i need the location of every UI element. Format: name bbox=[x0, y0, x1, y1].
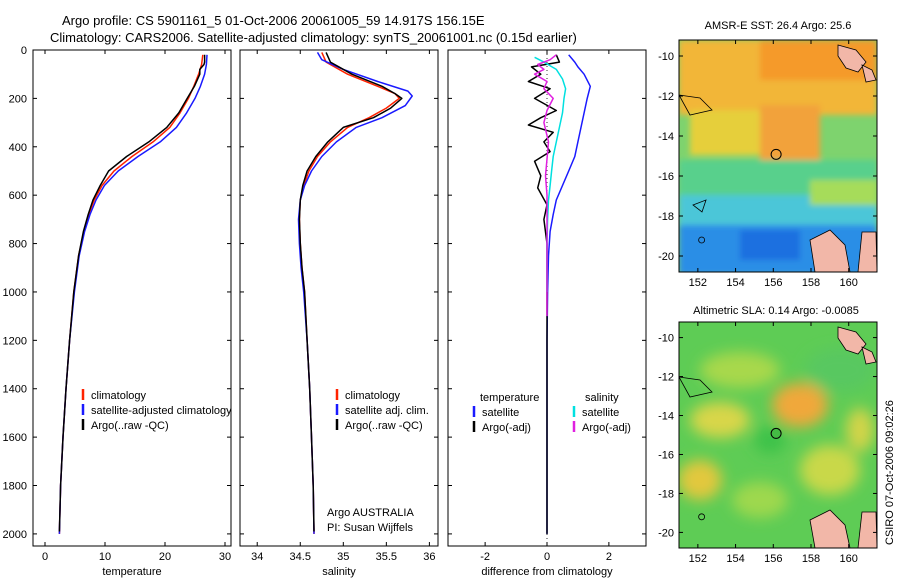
temperature-panel: 0 10 20 30 0 200 400 600 800 1000 1200 1400 1600 1800… bbox=[3, 45, 233, 578]
salinity-xtick-label: 35.5 bbox=[376, 551, 397, 563]
sla-map-axes: 152 154 156 158 160 -10 -12 -14 -16 -18 -20 bbox=[658, 321, 878, 565]
sst-small-island bbox=[698, 236, 706, 244]
sla-map-xtick-label: 158 bbox=[802, 553, 820, 565]
sla-map-ytick-label: -18 bbox=[658, 488, 674, 500]
temperature-axes-box bbox=[32, 49, 232, 547]
temperature-xtick-label: 30 bbox=[219, 551, 231, 563]
temperature-xtick-label: 20 bbox=[159, 551, 171, 563]
diff-legend-salinity-title: salinity bbox=[585, 392, 619, 404]
sst-map-frame bbox=[678, 39, 878, 273]
difference-xtick-label: 0 bbox=[544, 551, 550, 563]
salinity-xtick-label: 34 bbox=[251, 551, 263, 563]
sla-map-xtick-label: 152 bbox=[689, 553, 707, 565]
diff-legend-temp-label: satellite bbox=[482, 407, 519, 419]
temperature-ytick-label: 1000 bbox=[3, 287, 27, 299]
temperature-ytick-label: 200 bbox=[9, 93, 27, 105]
salinity-annotation-1: Argo AUSTRALIA bbox=[327, 507, 414, 519]
sst-map-ytick-label: -10 bbox=[658, 51, 674, 63]
sla-map-title: Altimetric SLA: 0.14 Argo: -0.0085 bbox=[693, 305, 859, 317]
sla-map-xtick-label: 160 bbox=[840, 553, 858, 565]
temperature-xtick-label: 10 bbox=[99, 551, 111, 563]
difference-xtick-label: -2 bbox=[480, 551, 490, 563]
sst-argo-marker bbox=[770, 148, 782, 160]
temperature-ytick-label: 1800 bbox=[3, 481, 27, 493]
sla-small-island bbox=[698, 513, 706, 521]
difference-series-2 bbox=[534, 56, 567, 292]
sla-map-ytick-label: -12 bbox=[658, 372, 674, 384]
sla-map-ytick-label: -14 bbox=[658, 411, 674, 423]
sst-map-xtick-label: 156 bbox=[764, 277, 782, 289]
temperature-xtick-label: 0 bbox=[42, 551, 48, 563]
sst-map-xtick-label: 160 bbox=[840, 277, 858, 289]
sst-map-ytick-label: -18 bbox=[658, 211, 674, 223]
sla-map-ytick-label: -16 bbox=[658, 449, 674, 461]
temperature-legend-label: Argo(..raw -QC) bbox=[91, 420, 169, 432]
difference-xlabel: difference from climatology bbox=[481, 566, 613, 578]
sst-map-ytick-label: -16 bbox=[658, 171, 674, 183]
salinity-annotation-2: PI: Susan Wijffels bbox=[327, 522, 413, 534]
diff-legend-salt-label: satellite bbox=[582, 407, 619, 419]
temperature-xlabel: temperature bbox=[102, 566, 161, 578]
salinity-series-2 bbox=[298, 52, 403, 532]
sla-map-xtick-label: 154 bbox=[726, 553, 744, 565]
sla-map-xtick-label: 156 bbox=[764, 553, 782, 565]
temperature-ytick-label: 400 bbox=[9, 142, 27, 154]
temperature-ytick-label: 1600 bbox=[3, 432, 27, 444]
temperature-ytick-label: 1200 bbox=[3, 335, 27, 347]
diff-legend-temperature-title: temperature bbox=[480, 392, 539, 404]
sst-map-title: AMSR-E SST: 26.4 Argo: 25.6 bbox=[705, 20, 852, 32]
salinity-xlabel: salinity bbox=[322, 566, 356, 578]
title-line-1: Argo profile: CS 5901161_5 01-Oct-2006 2… bbox=[62, 13, 485, 28]
sst-map bbox=[679, 40, 877, 272]
difference-panel: -2 0 2 difference from climatology temperatu… bbox=[447, 49, 647, 578]
temperature-ytick-label: 600 bbox=[9, 190, 27, 202]
sst-map-xtick-label: 154 bbox=[726, 277, 744, 289]
sla-argo-marker bbox=[770, 427, 782, 439]
temperature-ytick-label: 0 bbox=[21, 45, 27, 57]
temperature-legend-label: climatology bbox=[91, 390, 147, 402]
difference-series-3 bbox=[533, 54, 557, 317]
sst-map-xtick-label: 152 bbox=[689, 277, 707, 289]
sst-map-ytick-label: -14 bbox=[658, 131, 674, 143]
salinity-xtick-label: 36 bbox=[423, 551, 435, 563]
temperature-series-2 bbox=[58, 54, 206, 532]
temperature-ytick-label: 2000 bbox=[3, 529, 27, 541]
salinity-legend-label: satellite adj. clim. bbox=[345, 405, 429, 417]
difference-xtick-label: 2 bbox=[606, 551, 612, 563]
sla-map-ytick-label: -10 bbox=[658, 333, 674, 345]
sla-map bbox=[679, 322, 877, 548]
side-stamp: CSIRO 07-Oct-2006 09:02:26 bbox=[884, 400, 896, 545]
salinity-panel: 34 34.5 35 35.5 36 salinity climatology satelli… bbox=[239, 49, 439, 578]
salinity-legend-label: Argo(..raw -QC) bbox=[345, 420, 423, 432]
sst-map-ytick-label: -20 bbox=[658, 251, 674, 263]
sla-map-ytick-label: -20 bbox=[658, 527, 674, 539]
temperature-legend-label: satellite-adjusted climatology bbox=[91, 405, 232, 417]
salinity-xtick-label: 35 bbox=[337, 551, 349, 563]
diff-legend-temp-label: Argo(-adj) bbox=[482, 422, 531, 434]
sla-map-frame bbox=[678, 321, 878, 549]
diff-legend-salt-label: Argo(-adj) bbox=[582, 422, 631, 434]
salinity-axes-box bbox=[239, 49, 439, 547]
temperature-ytick-label: 1400 bbox=[3, 384, 27, 396]
salinity-xtick-label: 34.5 bbox=[290, 551, 311, 563]
title-line-2: Climatology: CARS2006. Satellite-adjuste… bbox=[50, 30, 577, 45]
temperature-ytick-label: 800 bbox=[9, 239, 27, 251]
sst-map-xtick-label: 158 bbox=[802, 277, 820, 289]
sst-map-ytick-label: -12 bbox=[658, 91, 674, 103]
salinity-legend-label: climatology bbox=[345, 390, 401, 402]
sst-map-axes: 152 154 156 158 160 -10 -12 -14 -16 -18 -20 bbox=[658, 39, 878, 289]
